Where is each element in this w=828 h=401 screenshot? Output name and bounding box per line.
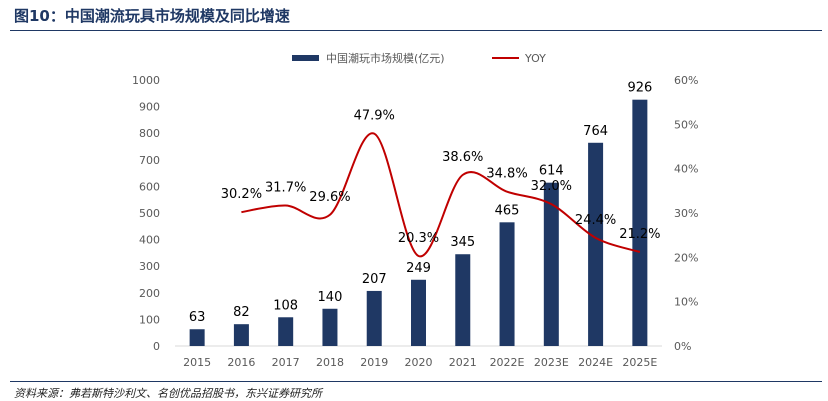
bar-value-label: 140 [318,290,343,305]
legend-bar-swatch [292,55,319,61]
x-tick-label: 2019 [360,356,388,369]
bar [632,99,648,347]
bar-value-label: 108 [273,298,298,313]
y-right-tick-label: 20% [674,251,698,264]
yoy-value-label: 31.7% [265,180,306,195]
yoy-value-label: 29.6% [309,190,350,205]
y-right-tick-label: 10% [674,296,698,309]
y-right-tick-label: 50% [674,118,698,131]
yoy-value-label: 32.0% [531,179,572,194]
x-tick-label: 2022E [490,356,525,369]
yoy-value-label: 20.3% [398,231,439,246]
market-size-chart: 0 100 200 300 400 500 600 700 800 900 1000 0% 10% 20%… [132,51,698,369]
legend-bar-label: 中国潮玩市场规模(亿元) [326,51,445,65]
bar [455,254,471,346]
x-tick-label: 2021 [449,356,477,369]
y-right-tick-label: 40% [674,163,698,176]
yoy-value-label: 21.2% [619,227,660,242]
y-left-tick-label: 100 [139,313,160,326]
x-tick-label: 2025E [622,356,657,369]
footer-divider [10,381,822,382]
x-tick-label: 2016 [227,356,255,369]
y-left-tick-label: 300 [139,260,160,273]
title-divider [10,30,822,31]
yoy-value-label: 38.6% [442,150,483,165]
bar [322,308,338,346]
x-tick-label: 2023E [534,356,569,369]
bar [411,279,426,346]
bar [278,317,294,346]
bar [189,329,205,346]
bar-value-label: 764 [583,124,608,139]
figure-title: 图10：中国潮流玩具市场规模及同比增速 [14,7,290,25]
x-tick-label: 2018 [316,356,344,369]
y-right-tick-label: 60% [674,74,698,87]
y-left-tick-label: 900 [139,101,160,114]
y-right-tick-label: 0% [674,340,691,353]
bar-value-label: 207 [362,272,387,287]
yoy-line [241,132,641,258]
x-tick-label: 2024E [578,356,613,369]
source-note: 资料来源：弗若斯特沙利文、名创优品招股书，东兴证券研究所 [14,387,322,400]
bar-value-label: 345 [450,235,475,250]
bar-value-label: 926 [627,81,652,96]
bar [543,182,559,346]
bar [499,222,515,346]
yoy-value-label: 47.9% [354,109,395,124]
x-tick-label: 2015 [183,356,211,369]
yoy-value-label: 30.2% [221,187,262,202]
bar-value-label: 63 [189,310,206,325]
y-left-tick-label: 700 [139,154,160,167]
x-tick-label: 2020 [405,356,433,369]
bar-value-label: 82 [233,305,250,320]
y-left-tick-label: 0 [153,340,160,353]
y-left-tick-label: 600 [139,180,160,193]
bar [366,290,382,346]
x-tick-label: 2017 [272,356,300,369]
y-left-tick-label: 400 [139,234,160,247]
y-left-tick-label: 500 [139,207,160,220]
yoy-value-label: 34.8% [486,167,527,182]
bar-value-label: 614 [539,164,564,179]
y-right-tick-label: 30% [674,207,698,220]
bar [233,324,249,346]
y-left-tick-label: 200 [139,287,160,300]
bar [588,142,604,346]
bar-value-label: 249 [406,261,431,276]
bar-value-label: 465 [495,203,520,218]
y-left-tick-label: 800 [139,127,160,140]
legend-line-label: YOY [524,52,546,65]
yoy-value-label: 24.4% [575,213,616,228]
y-left-tick-label: 1000 [132,74,160,87]
